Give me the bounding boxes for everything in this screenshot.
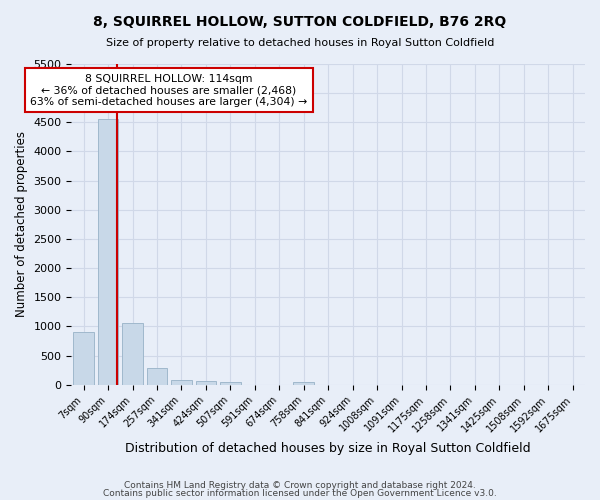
X-axis label: Distribution of detached houses by size in Royal Sutton Coldfield: Distribution of detached houses by size …	[125, 442, 531, 455]
Bar	[220, 382, 241, 384]
Bar	[146, 368, 167, 384]
Text: Contains HM Land Registry data © Crown copyright and database right 2024.: Contains HM Land Registry data © Crown c…	[124, 480, 476, 490]
Text: 8, SQUIRREL HOLLOW, SUTTON COLDFIELD, B76 2RQ: 8, SQUIRREL HOLLOW, SUTTON COLDFIELD, B7…	[94, 15, 506, 29]
Text: 8 SQUIRREL HOLLOW: 114sqm
← 36% of detached houses are smaller (2,468)
63% of se: 8 SQUIRREL HOLLOW: 114sqm ← 36% of detac…	[31, 74, 308, 107]
Bar	[98, 120, 118, 384]
Bar	[171, 380, 192, 384]
Bar	[196, 382, 217, 384]
Bar	[293, 382, 314, 384]
Y-axis label: Number of detached properties: Number of detached properties	[15, 132, 28, 318]
Text: Contains public sector information licensed under the Open Government Licence v3: Contains public sector information licen…	[103, 489, 497, 498]
Text: Size of property relative to detached houses in Royal Sutton Coldfield: Size of property relative to detached ho…	[106, 38, 494, 48]
Bar	[122, 323, 143, 384]
Bar	[73, 332, 94, 384]
